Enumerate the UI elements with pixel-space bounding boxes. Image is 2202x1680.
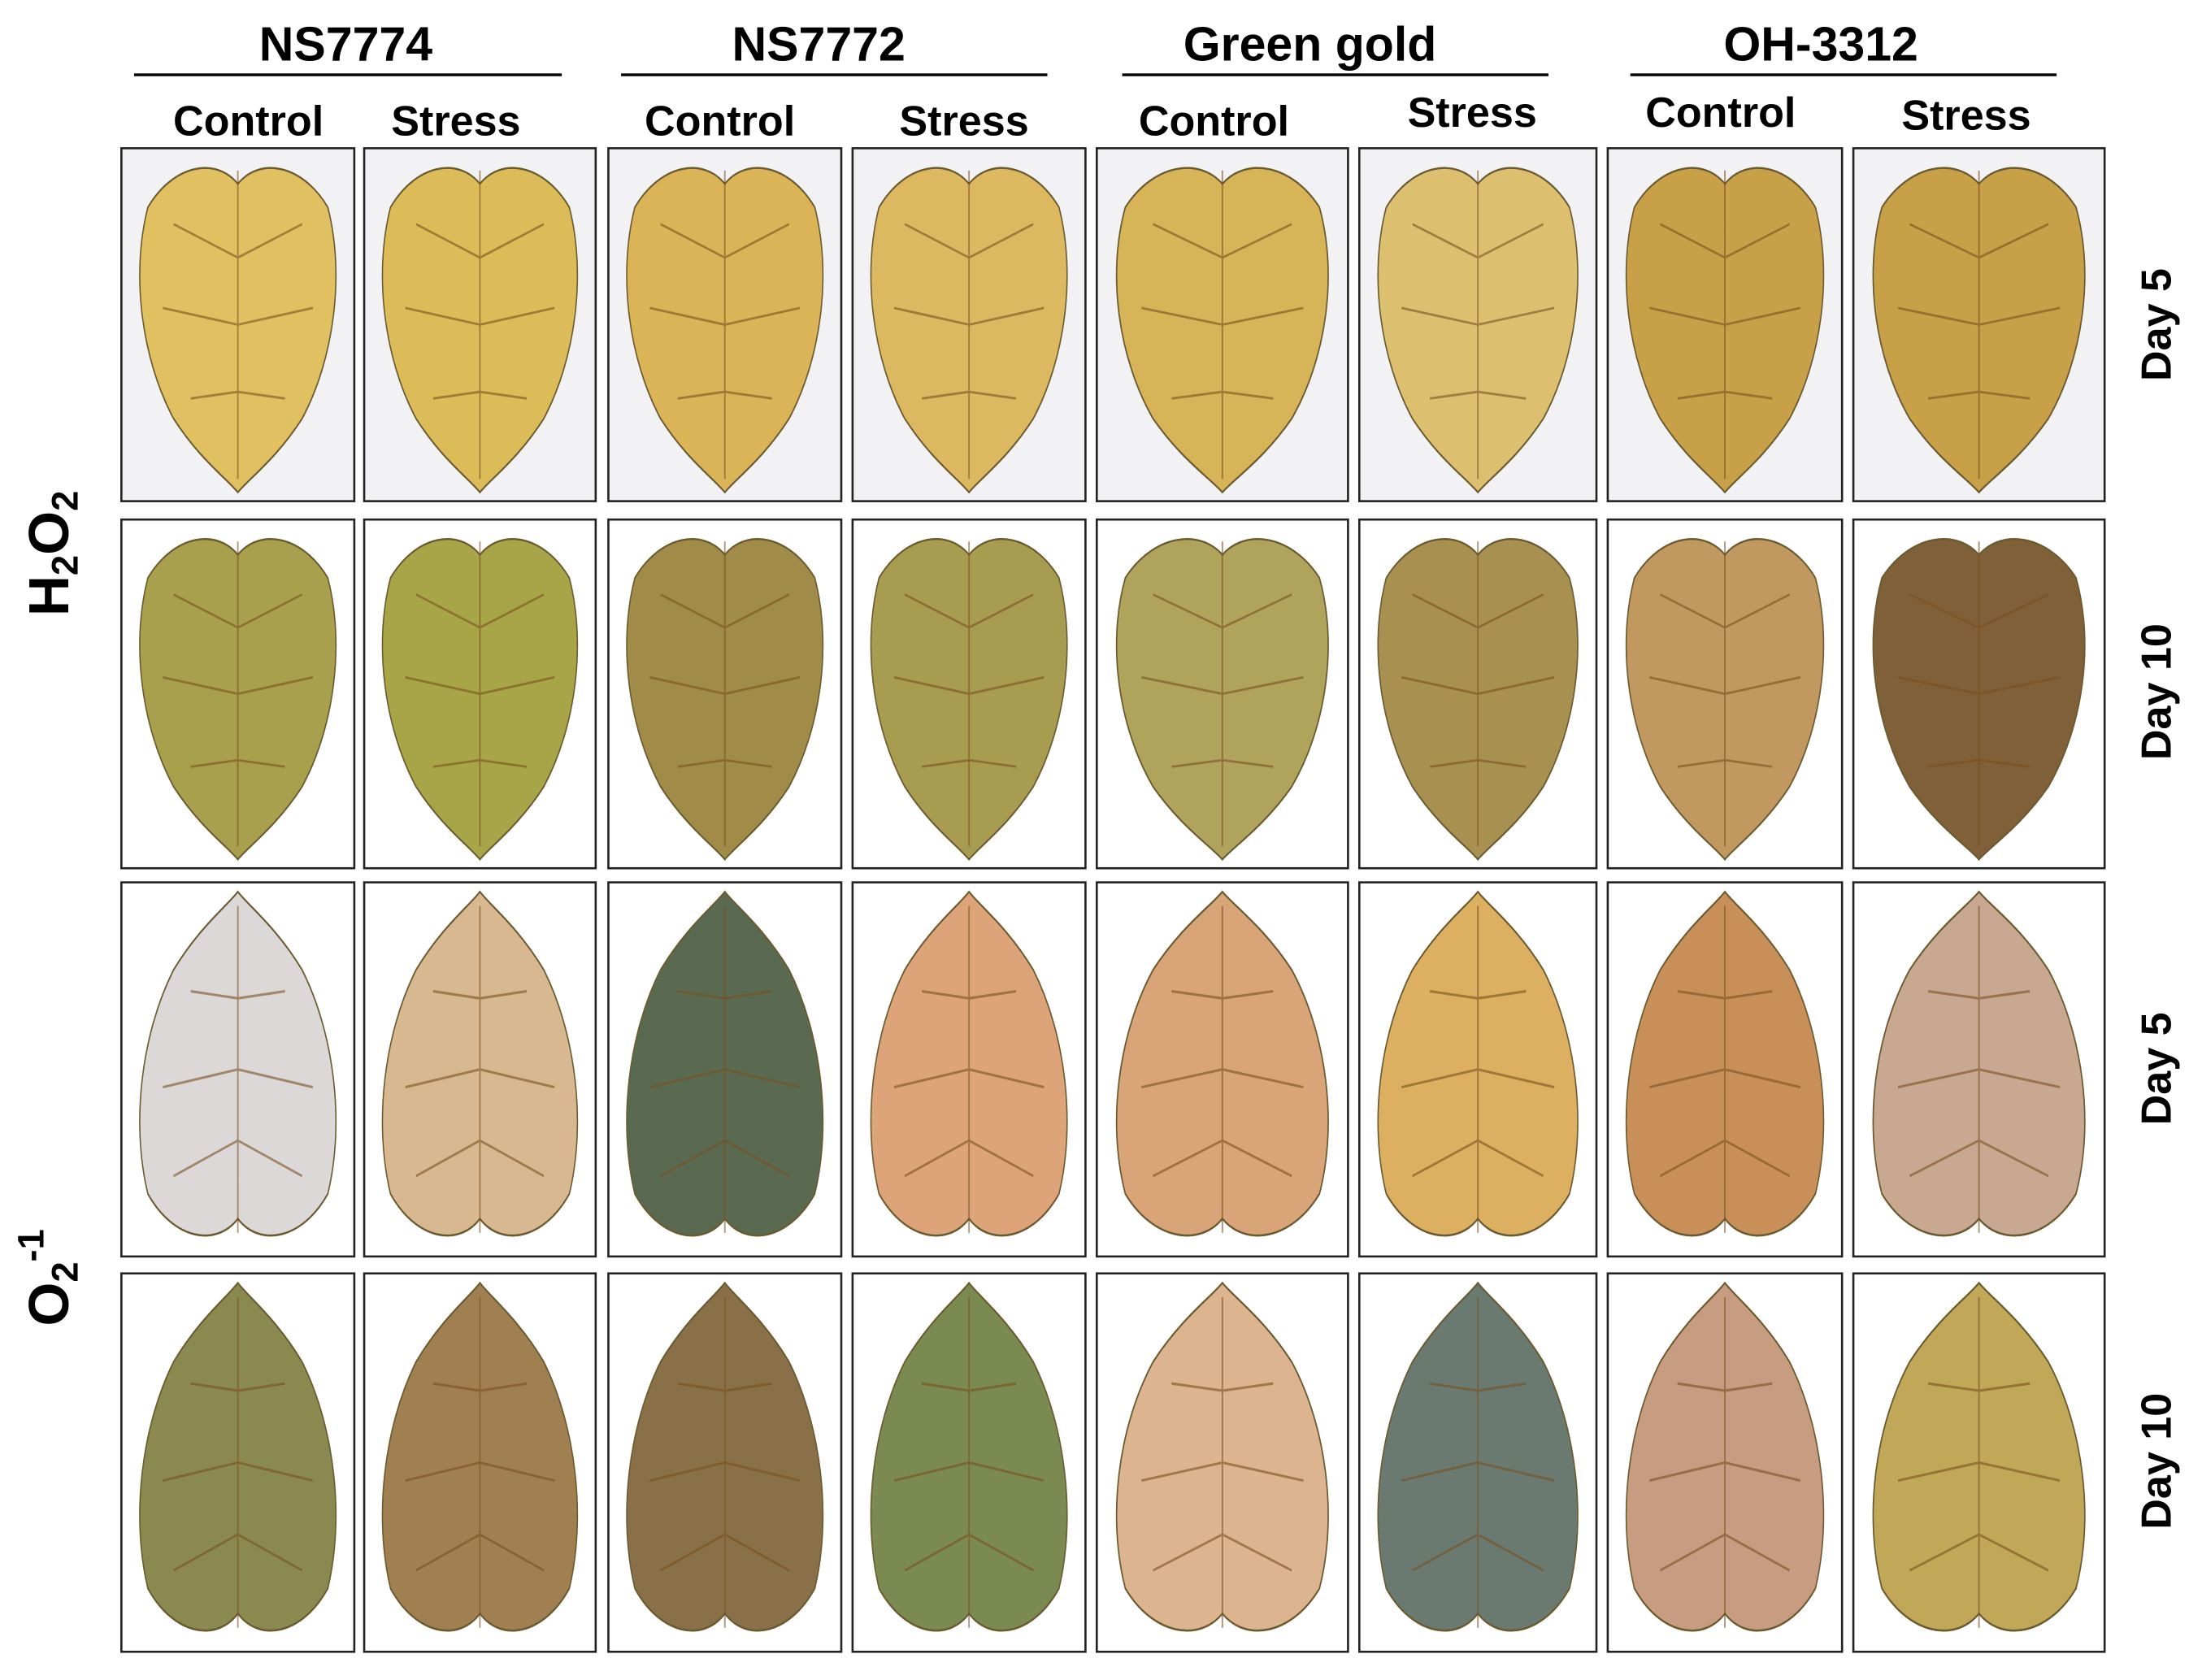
leaf-veins: [405, 541, 555, 847]
condition-label: Stress: [1408, 89, 1537, 137]
genotype-label: NS7772: [732, 18, 906, 72]
leaf-veins: [1649, 170, 1801, 480]
leaf-veins: [1897, 1297, 2061, 1628]
leaf-veins: [163, 541, 313, 847]
genotype-label: OH-3312: [1723, 18, 1918, 72]
leaf: [1625, 890, 1825, 1237]
leaf-veins: [163, 1297, 313, 1628]
label-part: 2: [44, 1261, 85, 1282]
label-part: O: [17, 1283, 80, 1326]
leaf: [1625, 538, 1825, 862]
leaf-veins: [1897, 170, 2061, 480]
leaf-veins: [163, 170, 313, 480]
leaf: [626, 890, 824, 1237]
leaf-veins: [1401, 905, 1555, 1233]
leaf-veins: [893, 1297, 1045, 1628]
leaf: [870, 1281, 1068, 1632]
leaf-veins: [405, 905, 555, 1233]
condition-label: Stress: [899, 98, 1028, 145]
condition-label: Stress: [1901, 93, 2030, 140]
row-group-label: O2-1: [11, 1229, 86, 1326]
leaf: [1115, 538, 1329, 862]
leaf: [1872, 538, 2086, 862]
leaf-veins: [649, 170, 801, 480]
leaf: [139, 1281, 337, 1632]
leaf-veins: [1401, 1297, 1555, 1628]
label-part: -1: [11, 1229, 52, 1261]
leaf: [1625, 1281, 1825, 1632]
day-label: Day 10: [2134, 623, 2181, 760]
label-part: O: [17, 511, 80, 555]
leaf: [1115, 167, 1329, 494]
leaf: [1872, 167, 2086, 494]
leaf: [1377, 890, 1579, 1237]
leaf-veins: [1141, 170, 1304, 480]
leaf: [1377, 167, 1579, 494]
day-label: Day 5: [2134, 1012, 2181, 1125]
day-label: Day 10: [2134, 1393, 2181, 1530]
leaf-veins: [1141, 1297, 1304, 1628]
leaf: [1115, 1281, 1329, 1632]
leaf-veins: [163, 905, 313, 1233]
leaf-veins: [893, 541, 1045, 847]
leaf: [1872, 890, 2086, 1237]
label-part: 2: [44, 491, 85, 511]
label-part: H: [17, 575, 80, 616]
leaf-veins: [1897, 905, 2061, 1233]
genotype-label: Green gold: [1184, 18, 1437, 72]
h2o2-label: H2O2: [17, 491, 85, 616]
leaf: [1625, 167, 1825, 494]
condition-label: Stress: [391, 98, 520, 145]
condition-label: Control: [645, 98, 795, 145]
leaf-veins: [893, 905, 1045, 1233]
leaf: [1872, 1281, 2086, 1632]
leaf-veins: [405, 1297, 555, 1628]
leaf-veins: [405, 170, 555, 480]
row-group-label: H2O2: [17, 491, 85, 616]
leaf-veins: [1141, 541, 1304, 847]
genotype-label: NS7774: [259, 18, 432, 72]
leaf-veins: [1141, 905, 1304, 1233]
condition-label: Control: [173, 98, 324, 145]
leaf-veins: [649, 1297, 801, 1628]
leaf: [626, 1281, 824, 1632]
leaf: [1377, 1281, 1579, 1632]
leaf: [381, 890, 579, 1237]
leaf: [381, 167, 579, 494]
leaf: [1115, 890, 1329, 1237]
leaf: [870, 538, 1068, 862]
leaf: [626, 167, 824, 494]
o2-label: O2-1: [11, 1229, 86, 1326]
leaf-veins: [1897, 541, 2061, 847]
leaf-veins: [1649, 541, 1801, 847]
leaf: [1377, 538, 1579, 862]
leaf-veins: [1401, 541, 1555, 847]
leaf-veins: [1649, 1297, 1801, 1628]
leaf-veins: [1401, 170, 1555, 480]
leaf: [139, 538, 337, 862]
label-part: 2: [44, 555, 85, 575]
leaf: [870, 167, 1068, 494]
leaf-veins: [1649, 905, 1801, 1233]
leaf-veins: [893, 170, 1045, 480]
leaf: [139, 890, 337, 1237]
condition-label: Control: [1139, 98, 1289, 145]
leaf: [381, 1281, 579, 1632]
leaf-veins: [649, 905, 801, 1233]
leaf: [139, 167, 337, 494]
leaf: [870, 890, 1068, 1237]
condition-label: Control: [1645, 89, 1796, 137]
leaf: [381, 538, 579, 862]
leaf: [626, 538, 824, 862]
day-label: Day 5: [2134, 268, 2181, 381]
leaf-veins: [649, 541, 801, 847]
